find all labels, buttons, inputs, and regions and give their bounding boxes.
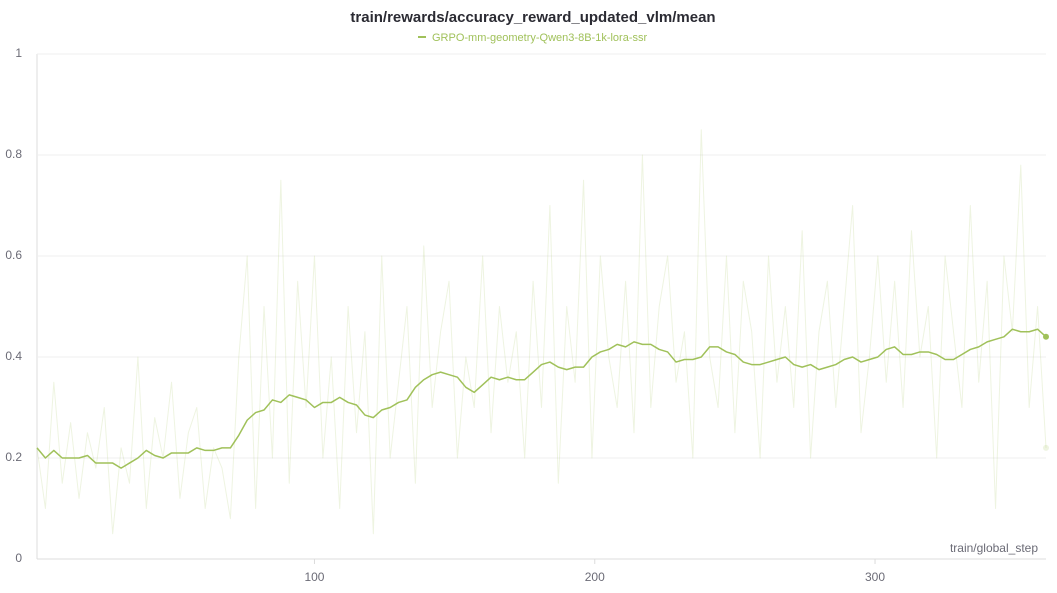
raw-line — [36, 129, 1047, 535]
y-tick-label: 0 — [15, 551, 22, 565]
y-tick-label: 0.6 — [5, 248, 22, 262]
smoothed-line-end — [1043, 333, 1049, 340]
smoothed-line — [36, 328, 1047, 469]
chart-title: train/rewards/accuracy_reward_updated_vl… — [350, 9, 715, 26]
y-tick-label: 0.4 — [5, 349, 22, 363]
legend-label: GRPO-mm-geometry-Qwen3-8B-1k-lora-ssr — [432, 32, 647, 44]
x-axis-label: train/global_step — [950, 541, 1038, 555]
y-tick-label: 1 — [15, 46, 22, 60]
x-tick-label: 100 — [304, 570, 324, 584]
raw-line-end — [1043, 444, 1049, 451]
y-tick-label: 0.2 — [5, 450, 22, 464]
y-tick-label: 0.8 — [5, 147, 22, 161]
x-tick-label: 300 — [865, 570, 885, 584]
x-tick-label: 200 — [585, 570, 605, 584]
